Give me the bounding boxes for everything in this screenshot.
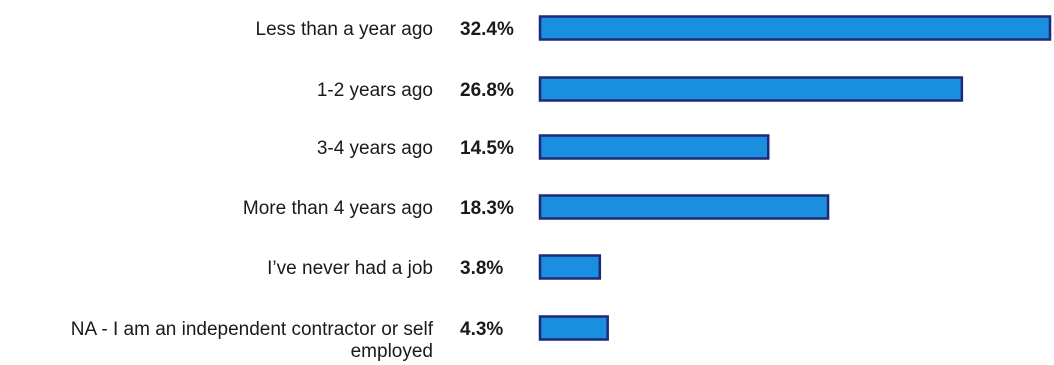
bar (538, 254, 602, 280)
bar (538, 76, 964, 102)
value-label: 4.3% (460, 319, 503, 340)
bar (538, 315, 609, 341)
category-labels: Less than a year ago 1-2 years ago 3-4 yea… (71, 19, 434, 362)
category-label-line: 3-4 years ago (317, 138, 433, 159)
value-label: 18.3% (460, 198, 514, 219)
category-label: Less than a year ago (256, 19, 433, 40)
category-label-line: I’ve never had a job (267, 258, 433, 279)
category-label: More than 4 years ago (243, 198, 433, 219)
category-label-line: NA - I am an independent contractor or s… (71, 319, 434, 340)
value-labels: 32.4% 26.8% 14.5% 18.3% 3.8% 4.3% (460, 19, 514, 340)
value-label: 26.8% (460, 80, 514, 101)
bars (538, 15, 1052, 341)
category-label: I’ve never had a job (267, 258, 433, 279)
category-label-line: More than 4 years ago (243, 198, 433, 219)
value-label: 32.4% (460, 19, 514, 40)
category-label: NA - I am an independent contractor or s… (71, 319, 434, 362)
category-label-line: Less than a year ago (256, 19, 433, 40)
category-label: 1-2 years ago (317, 80, 433, 101)
bar (538, 15, 1052, 41)
value-label: 3.8% (460, 258, 503, 279)
bar (538, 194, 830, 220)
category-label: 3-4 years ago (317, 138, 433, 159)
bar (538, 134, 770, 160)
category-label-line: employed (351, 341, 433, 362)
category-label-line: 1-2 years ago (317, 80, 433, 101)
value-label: 14.5% (460, 138, 514, 159)
